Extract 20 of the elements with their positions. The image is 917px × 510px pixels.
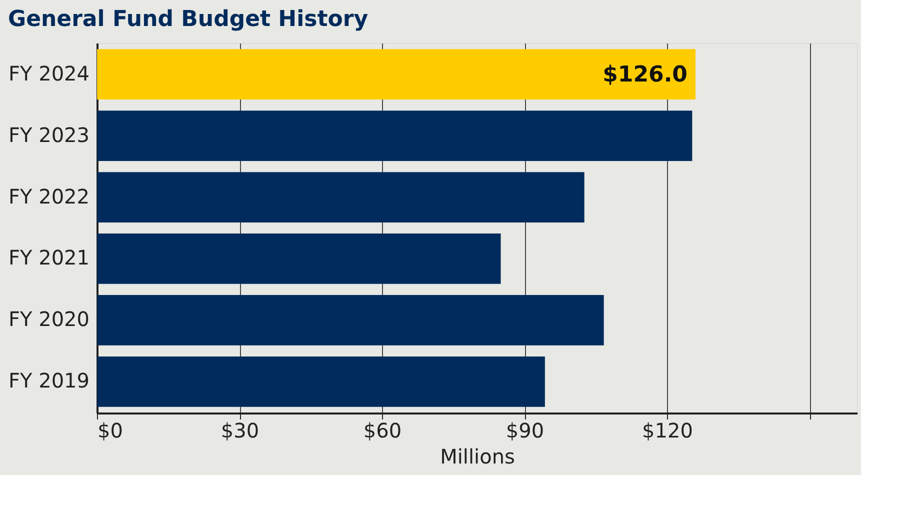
x-tick-label: $30	[220, 418, 260, 442]
y-tick-label: FY 2020	[8, 307, 90, 332]
y-tick-label: FY 2023	[8, 122, 90, 147]
y-tick-label: FY 2022	[8, 184, 90, 208]
x-axis-title: Millions	[440, 444, 515, 468]
x-tick-label: $90	[506, 418, 544, 442]
bar	[97, 49, 696, 100]
data-label: $126.0	[602, 62, 688, 88]
x-tick-label: $60	[363, 418, 402, 442]
x-tick-label: $120	[642, 418, 693, 442]
bar	[97, 234, 501, 284]
bar	[97, 356, 545, 407]
y-tick-label: FY 2024	[8, 61, 90, 86]
y-tick-label: FY 2021	[8, 246, 90, 270]
bar	[97, 110, 692, 162]
x-tick-label: $0	[98, 418, 123, 442]
chart-title: General Fund Budget History	[8, 7, 368, 32]
bar	[97, 172, 584, 222]
y-tick-label: FY 2019	[8, 368, 90, 393]
bar	[97, 294, 604, 346]
